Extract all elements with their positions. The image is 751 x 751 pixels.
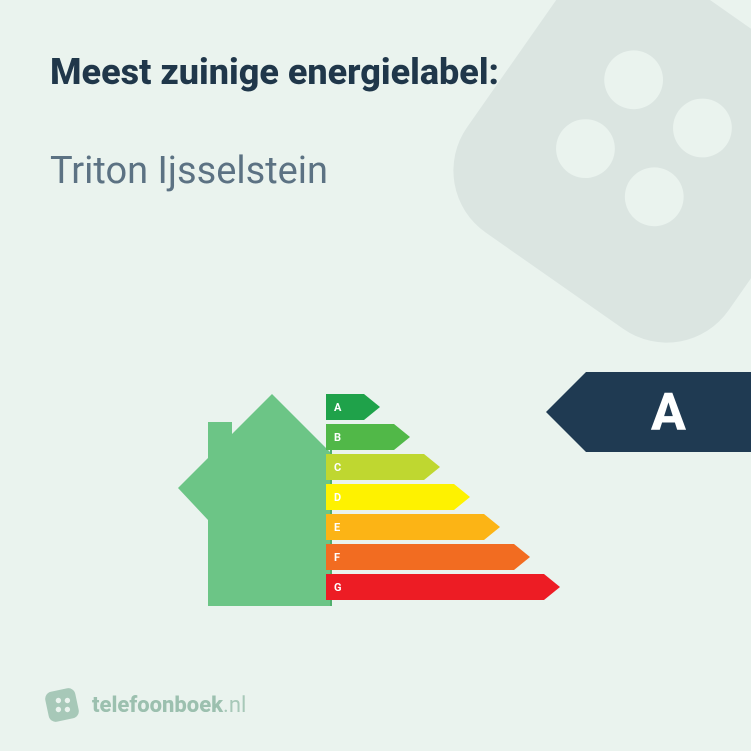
energy-bar-c: C	[326, 454, 560, 480]
brand-name-bold: telefoonboek	[92, 693, 223, 718]
brand-name: telefoonboek .nl	[92, 693, 246, 718]
energy-bar-d: D	[326, 484, 560, 510]
card: Meest zuinige energielabel: Triton Ijsse…	[0, 0, 751, 751]
brand-logo-icon	[44, 687, 80, 723]
energy-bar-b: B	[326, 424, 560, 450]
callout-arrow-icon	[546, 372, 586, 452]
footer: telefoonboek .nl	[44, 687, 246, 723]
callout-letter: A	[586, 372, 751, 452]
house-icon	[178, 392, 332, 610]
energy-bars: A B C D E F G	[326, 394, 560, 600]
brand-name-tld: .nl	[223, 693, 246, 718]
selected-label-callout: A	[546, 372, 751, 452]
energy-bar-e: E	[326, 514, 560, 540]
energy-bar-a: A	[326, 394, 560, 420]
page-title: Meest zuinige energielabel:	[50, 50, 701, 95]
energy-bar-f: F	[326, 544, 560, 570]
page-subtitle: Triton Ijsselstein	[50, 149, 701, 193]
energy-bar-g: G	[326, 574, 560, 600]
